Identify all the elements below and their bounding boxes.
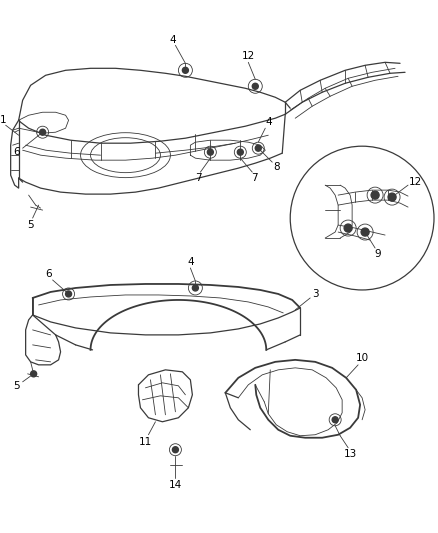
Text: 3: 3 (312, 289, 318, 299)
Text: 5: 5 (13, 381, 20, 391)
Text: 7: 7 (195, 173, 201, 183)
Text: 5: 5 (27, 220, 34, 230)
Text: 12: 12 (408, 177, 422, 187)
Text: 1: 1 (0, 115, 6, 125)
Circle shape (173, 447, 178, 453)
Circle shape (66, 291, 71, 297)
Circle shape (192, 285, 198, 291)
Text: 8: 8 (273, 162, 279, 172)
Circle shape (207, 149, 213, 155)
Text: 6: 6 (45, 269, 52, 279)
Text: 14: 14 (169, 480, 182, 490)
Text: 4: 4 (169, 35, 176, 45)
Circle shape (31, 371, 37, 377)
Circle shape (182, 67, 188, 74)
Circle shape (361, 228, 369, 236)
Text: 13: 13 (343, 449, 357, 459)
Circle shape (39, 129, 46, 135)
Circle shape (255, 145, 261, 151)
Text: 9: 9 (375, 249, 381, 259)
Text: 6: 6 (13, 147, 20, 157)
Text: 7: 7 (251, 173, 258, 183)
Text: 11: 11 (139, 437, 152, 447)
Circle shape (332, 417, 338, 423)
Circle shape (237, 149, 243, 155)
Text: 4: 4 (187, 257, 194, 267)
Circle shape (371, 191, 379, 199)
Text: 12: 12 (242, 51, 255, 61)
Text: 10: 10 (356, 353, 369, 363)
Circle shape (388, 193, 396, 201)
Circle shape (344, 224, 352, 232)
Circle shape (252, 83, 258, 89)
Text: 4: 4 (265, 117, 272, 127)
